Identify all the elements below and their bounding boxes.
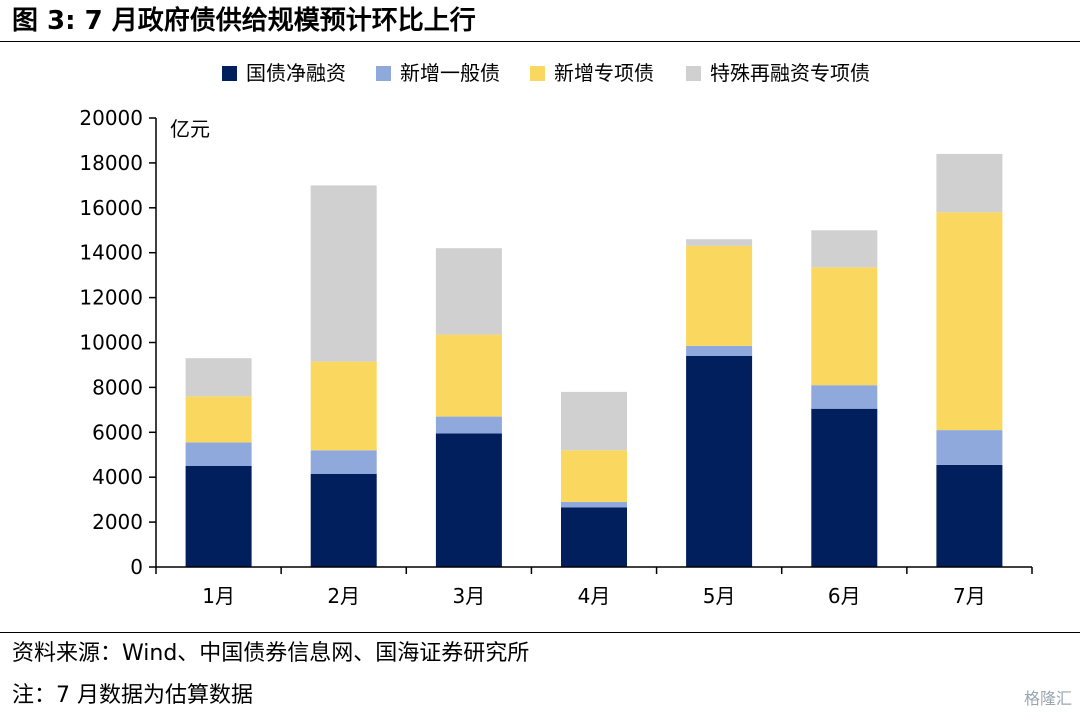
bar-segment-4-7	[936, 153, 1003, 213]
bar-segment-4-3	[435, 248, 502, 335]
bar-segment-4-5	[686, 239, 753, 246]
legend-swatch-1	[222, 66, 237, 81]
source-note: 资料来源：Wind、中国债券信息网、国海证券研究所	[12, 641, 530, 666]
bar-segment-1-6	[811, 408, 878, 567]
x-tick-label: 4月	[578, 584, 611, 608]
bar-segment-4-1	[185, 358, 252, 397]
y-tick-label: 18000	[79, 151, 143, 175]
y-tick-label: 8000	[92, 375, 143, 399]
y-tick-label: 14000	[79, 241, 143, 265]
bar-segment-2-4	[561, 501, 627, 508]
bar-segment-4-4	[561, 391, 627, 451]
y-tick-label: 0	[130, 555, 143, 579]
y-tick-label: 2000	[92, 510, 143, 534]
bar-segment-3-6	[811, 267, 878, 386]
bar-segment-2-5	[686, 345, 753, 356]
legend-label-4: 特殊再融资专项债	[710, 61, 870, 85]
x-tick-label: 6月	[828, 584, 861, 608]
y-tick-label: 20000	[79, 106, 143, 130]
legend-swatch-4	[686, 66, 701, 81]
bar-segment-3-3	[435, 334, 502, 417]
chart-title: 图 3: 7 月政府债供给规模预计环比上行	[12, 6, 476, 36]
bar-segment-2-3	[435, 416, 502, 434]
bar-segment-1-7	[936, 464, 1003, 567]
watermark-logo: 格隆汇	[1023, 689, 1072, 708]
y-tick-label: 12000	[79, 286, 143, 310]
legend-swatch-3	[530, 66, 545, 81]
top-rule	[0, 41, 1080, 42]
bar-segment-3-2	[310, 361, 377, 451]
y-tick-label: 6000	[92, 420, 143, 444]
x-tick-label: 3月	[453, 584, 486, 608]
axes: 1月 2月 3月 4月 5月 6月 7月 0 2000 4000 6000 8000 10000 1200…	[79, 106, 1033, 608]
bar-segment-2-7	[936, 430, 1003, 465]
bars	[185, 153, 1003, 567]
bottom-rule	[0, 632, 1080, 633]
x-tick-label: 5月	[703, 584, 736, 608]
bar-segment-4-2	[310, 185, 377, 362]
x-tick-label: 7月	[953, 584, 986, 608]
y-axis-unit-label: 亿元	[170, 117, 210, 141]
bar-segment-1-3	[435, 433, 502, 567]
bar-segment-1-1	[185, 466, 252, 567]
bar-segment-3-1	[185, 396, 252, 443]
bar-segment-1-5	[686, 356, 753, 567]
legend-swatch-2	[376, 66, 391, 81]
y-tick-label: 4000	[92, 465, 143, 489]
bar-segment-3-5	[686, 246, 753, 346]
y-tick-label: 16000	[79, 196, 143, 220]
bar-segment-3-7	[936, 212, 1003, 431]
bar-segment-2-2	[310, 450, 377, 474]
y-tick-label: 10000	[79, 331, 143, 355]
bar-segment-1-2	[310, 473, 377, 567]
bar-segment-2-6	[811, 385, 878, 409]
stacked-bar-chart: 国债净融资 新增一般债 新增专项债 特殊再融资专项债 1月 2月 3月 4月 5月 6月 7月 0 2…	[79, 61, 1033, 608]
bar-segment-4-6	[811, 230, 878, 268]
bar-segment-3-4	[561, 450, 627, 502]
bar-segment-2-1	[185, 442, 252, 466]
legend-label-2: 新增一般债	[400, 61, 500, 85]
legend-label-3: 新增专项债	[554, 61, 654, 85]
x-tick-label: 1月	[202, 584, 235, 608]
footnote: 注：7 月数据为估算数据	[12, 683, 253, 708]
legend-label-1: 国债净融资	[246, 61, 346, 85]
x-tick-label: 2月	[327, 584, 360, 608]
legend: 国债净融资 新增一般债 新增专项债 特殊再融资专项债	[222, 61, 870, 85]
bar-segment-1-4	[561, 507, 627, 567]
